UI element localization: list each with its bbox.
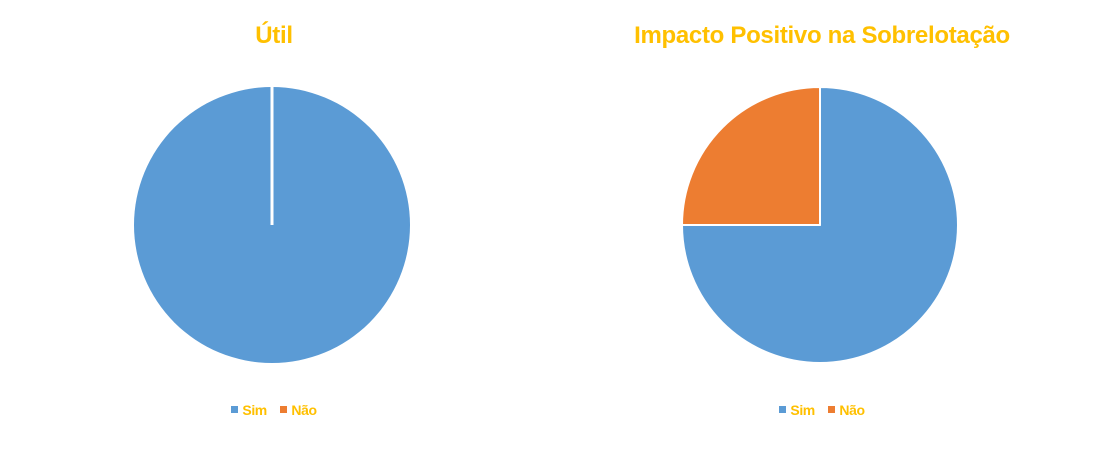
legend-item-nao: Não — [828, 402, 865, 418]
pie-slice-sim — [681, 86, 959, 364]
legend-item-sim: Sim — [231, 402, 267, 418]
chart-impacto-positivo: Impacto Positivo na Sobrelotação Sim Não — [548, 0, 1096, 450]
legend: Sim Não — [548, 402, 1096, 418]
legend-item-nao: Não — [280, 402, 317, 418]
pie-chart — [681, 86, 959, 364]
chart-title: Útil — [255, 22, 293, 49]
legend-label: Sim — [790, 402, 815, 418]
pie-chart — [134, 87, 410, 363]
chart-title: Impacto Positivo na Sobrelotação — [634, 22, 1010, 49]
legend-item-sim: Sim — [779, 402, 815, 418]
legend-label: Sim — [242, 402, 267, 418]
legend-swatch-nao — [280, 406, 288, 413]
legend-label: Não — [839, 402, 865, 418]
legend-swatch-sim — [779, 406, 787, 413]
legend: Sim Não — [0, 402, 548, 418]
legend-label: Não — [291, 402, 317, 418]
chart-util: Útil Sim Não — [0, 22, 548, 418]
legend-swatch-sim — [231, 406, 239, 413]
legend-swatch-nao — [828, 406, 836, 413]
pie-slice-nao — [681, 86, 821, 226]
